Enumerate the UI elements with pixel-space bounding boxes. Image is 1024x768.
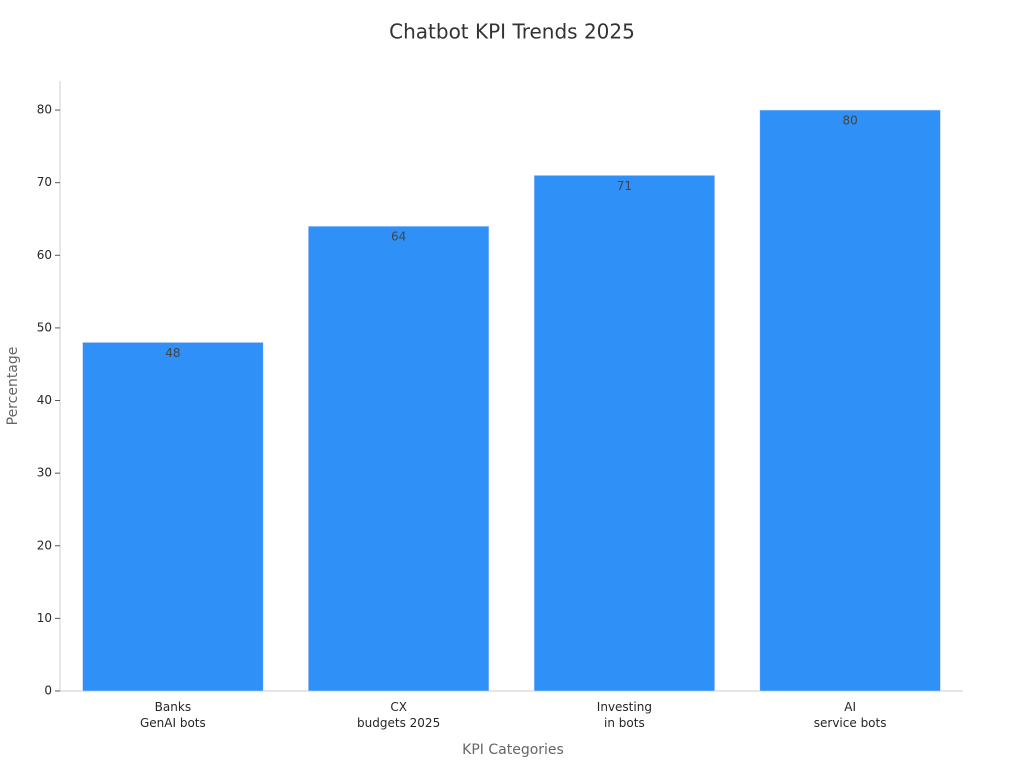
chart-title: Chatbot KPI Trends 2025 (389, 20, 635, 44)
x-tick-label-line: Banks (155, 700, 191, 714)
value-label: 80 (842, 114, 857, 128)
y-tick-label: 10 (37, 611, 52, 625)
y-tick-label: 50 (37, 320, 52, 334)
y-tick-label: 70 (37, 175, 52, 189)
x-axis-title: KPI Categories (462, 742, 564, 758)
bar (759, 109, 941, 692)
y-tick-label: 0 (44, 684, 52, 698)
y-tick-label: 40 (37, 393, 52, 407)
value-label: 48 (165, 346, 180, 360)
x-tick-label-line: Investing (597, 700, 652, 714)
x-tick-label-line: GenAI bots (140, 716, 206, 730)
x-tick-label-line: in bots (604, 716, 645, 730)
bar (82, 342, 264, 692)
x-tick-label: AI service bots (814, 700, 887, 730)
y-axis-title: Percentage (5, 347, 21, 426)
x-tick-label-line: budgets 2025 (357, 716, 440, 730)
x-tick-label: Investing in bots (597, 700, 652, 730)
value-label: 71 (617, 179, 632, 193)
bar (308, 225, 490, 692)
y-tick-label: 30 (37, 466, 52, 480)
y-tick-label: 60 (37, 248, 52, 262)
x-tick-label: CX budgets 2025 (357, 700, 440, 730)
value-label: 64 (391, 230, 406, 244)
y-tick-label: 80 (37, 103, 52, 117)
bar (533, 175, 715, 692)
y-tick-label: 20 (37, 538, 52, 552)
x-tick-label-line: service bots (814, 716, 887, 730)
x-tick-label: Banks GenAI bots (140, 700, 206, 730)
x-tick-label-line: CX (390, 700, 407, 714)
x-tick-label-line: AI (844, 700, 856, 714)
